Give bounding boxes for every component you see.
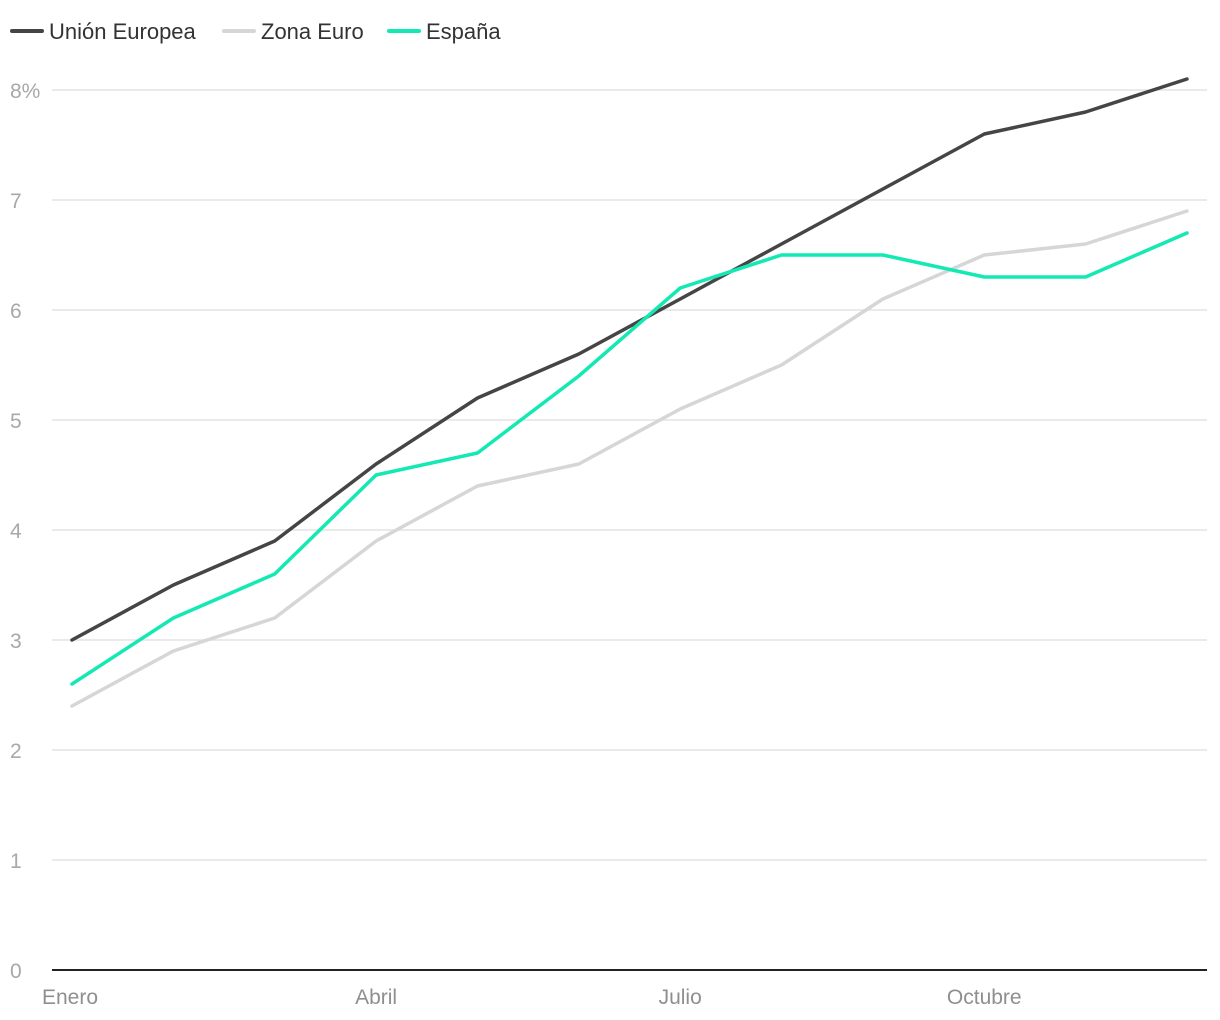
- legend: Unión Europea Zona Euro España: [10, 19, 501, 44]
- y-tick-label: 1: [10, 850, 22, 873]
- y-tick-label: 2: [10, 740, 22, 763]
- x-tick-label: Octubre: [947, 986, 1022, 1009]
- y-tick-label: 5: [10, 410, 22, 433]
- x-tick-label: Abril: [355, 986, 397, 1009]
- series-line-zona-euro: [70, 209, 1189, 708]
- legend-label: España: [426, 19, 501, 44]
- y-tick-label: 6: [10, 300, 22, 323]
- y-gridlines: [52, 89, 1207, 861]
- series-line-union-europea: [70, 77, 1189, 642]
- y-axis-ticks: 0 1 2 3 4 5 6 7 8%: [10, 80, 40, 983]
- y-tick-label: 4: [10, 520, 22, 543]
- series-lines: [70, 77, 1189, 708]
- y-tick-label: 0: [10, 960, 22, 983]
- legend-item: Unión Europea: [10, 19, 197, 44]
- series-line-espana: [70, 231, 1189, 686]
- legend-item: Zona Euro: [222, 19, 364, 44]
- x-tick-label: Enero: [42, 986, 98, 1009]
- x-tick-label: Julio: [659, 986, 702, 1009]
- y-tick-label: 7: [10, 190, 22, 213]
- legend-item: España: [387, 19, 501, 44]
- legend-label: Zona Euro: [261, 19, 364, 44]
- y-tick-label: 3: [10, 630, 22, 653]
- x-axis-ticks: Enero Abril Julio Octubre: [42, 986, 1022, 1009]
- y-tick-label: 8%: [10, 80, 40, 103]
- legend-label: Unión Europea: [49, 19, 197, 44]
